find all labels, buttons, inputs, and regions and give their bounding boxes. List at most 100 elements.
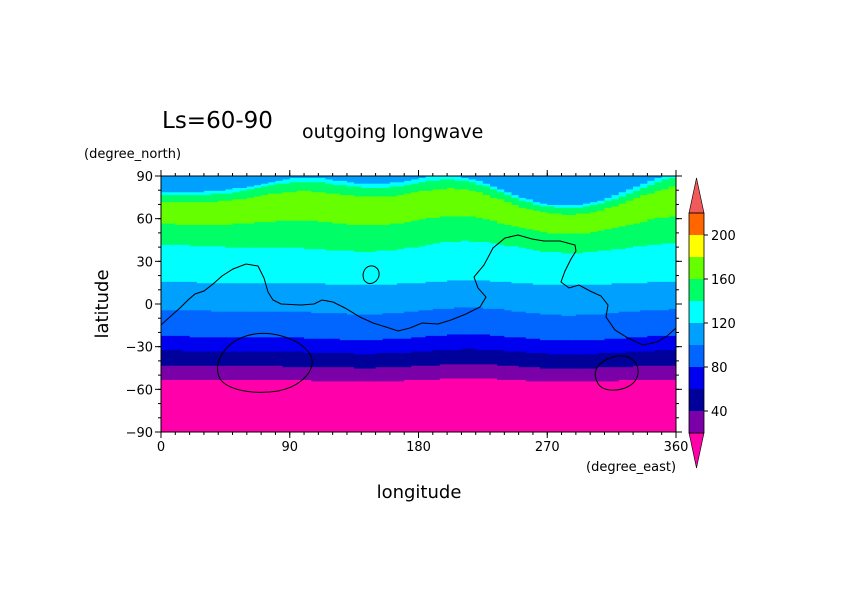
heatmap-cell — [211, 191, 219, 194]
heatmap-cell — [311, 429, 319, 432]
heatmap-cell — [225, 359, 234, 362]
heatmap-cell — [304, 190, 312, 193]
heatmap-cell — [211, 225, 219, 228]
heatmap-cell — [168, 299, 176, 302]
heatmap-cell — [282, 188, 291, 191]
heatmap-cell — [304, 331, 312, 334]
heatmap-cell — [232, 356, 241, 359]
heatmap-cell — [246, 265, 255, 268]
heatmap-cell — [261, 397, 269, 400]
heatmap-cell — [232, 296, 241, 299]
heatmap-cell — [268, 363, 277, 366]
heatmap-cell — [296, 403, 305, 406]
heatmap-cell — [175, 362, 184, 365]
heatmap-cell — [246, 183, 255, 186]
heatmap-cell — [218, 370, 226, 373]
heatmap-cell — [261, 178, 269, 181]
heatmap-cell — [218, 316, 226, 319]
heatmap-cell — [161, 237, 169, 240]
heatmap-cell — [218, 312, 226, 315]
heatmap-cell — [296, 349, 305, 352]
heatmap-cell — [182, 200, 191, 203]
heatmap-cell — [189, 178, 198, 181]
heatmap-cell — [203, 180, 212, 183]
heatmap-cell — [296, 376, 305, 379]
heatmap-cell — [282, 258, 291, 261]
heatmap-cell — [161, 245, 169, 248]
heatmap-cell — [175, 238, 184, 241]
heatmap-cell — [268, 373, 277, 376]
heatmap-cell — [232, 318, 241, 321]
heatmap-cell — [268, 346, 277, 349]
heatmap-cell — [289, 319, 298, 322]
heatmap-cell — [282, 292, 291, 295]
heatmap-cell — [196, 294, 205, 297]
heatmap-cell — [311, 265, 319, 268]
heatmap-cell — [282, 305, 291, 308]
heatmap-cell — [282, 177, 291, 180]
heatmap-cell — [311, 419, 319, 422]
heatmap-cell — [253, 291, 262, 294]
heatmap-cell — [268, 406, 277, 409]
heatmap-cell — [203, 365, 212, 368]
heatmap-cell — [182, 204, 191, 207]
heatmap-cell — [246, 304, 255, 307]
heatmap-cell — [325, 353, 334, 356]
heatmap-cell — [282, 423, 291, 426]
heatmap-cell — [325, 312, 334, 315]
heatmap-cell — [275, 204, 284, 207]
heatmap-cell — [282, 259, 291, 262]
heatmap-cell — [182, 413, 191, 416]
heatmap-cell — [232, 234, 241, 237]
heatmap-cell — [246, 274, 255, 277]
heatmap-cell — [261, 430, 269, 432]
heatmap-cell — [232, 261, 241, 264]
heatmap-cell — [268, 399, 277, 402]
heatmap-cell — [246, 191, 255, 194]
heatmap-cell — [239, 275, 248, 278]
heatmap-cell — [311, 379, 319, 382]
heatmap-cell — [175, 395, 184, 398]
heatmap-cell — [275, 195, 284, 198]
heatmap-cell — [196, 318, 205, 321]
heatmap-cell — [318, 248, 327, 251]
heatmap-cell — [325, 376, 334, 379]
heatmap-cell — [311, 180, 319, 183]
heatmap-cell — [168, 407, 176, 410]
heatmap-cell — [253, 426, 262, 429]
heatmap-cell — [253, 362, 262, 365]
heatmap-cell — [304, 366, 312, 369]
heatmap-cell — [325, 191, 334, 194]
heatmap-cell — [246, 424, 255, 427]
heatmap-cell — [311, 248, 319, 251]
heatmap-cell — [189, 207, 198, 210]
heatmap-cell — [311, 299, 319, 302]
heatmap-cell — [168, 318, 176, 321]
heatmap-cell — [275, 328, 284, 331]
heatmap-cell — [311, 305, 319, 308]
heatmap-cell — [218, 207, 226, 210]
heatmap-cell — [232, 340, 241, 343]
heatmap-cell — [232, 193, 241, 196]
heatmap-cell — [261, 276, 269, 279]
heatmap-cell — [268, 274, 277, 277]
heatmap-cell — [239, 387, 248, 390]
heatmap-cell — [196, 419, 205, 422]
heatmap-cell — [168, 382, 176, 385]
heatmap-cell — [289, 409, 298, 412]
heatmap-cell — [282, 230, 291, 233]
heatmap-cell — [182, 316, 191, 319]
heatmap-cell — [261, 326, 269, 329]
heatmap-cell — [196, 195, 205, 198]
heatmap-cell — [196, 420, 205, 423]
heatmap-cell — [261, 252, 269, 255]
heatmap-cell — [182, 214, 191, 217]
heatmap-cell — [268, 325, 277, 328]
heatmap-cell — [203, 176, 212, 179]
heatmap-cell — [218, 420, 226, 423]
heatmap-cell — [289, 353, 298, 356]
heatmap-cell — [161, 389, 169, 392]
heatmap-cell — [232, 430, 241, 432]
heatmap-cell — [296, 301, 305, 304]
heatmap-cell — [289, 274, 298, 277]
